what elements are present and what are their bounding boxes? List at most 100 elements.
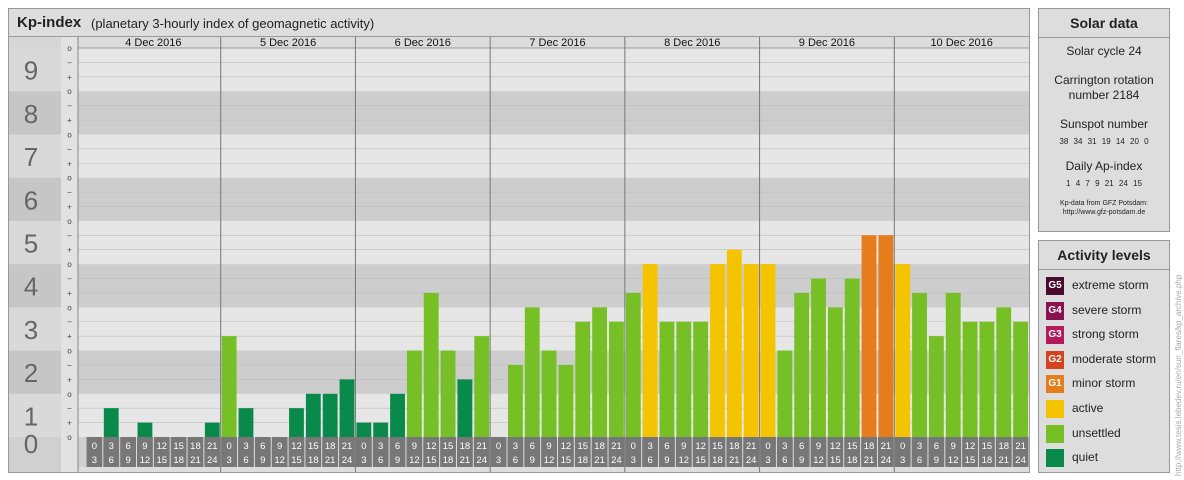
kp-band [78,91,1029,135]
interval-start-label: 18 [864,441,875,452]
interval-start-label: 0 [92,441,97,452]
interval-box [675,437,692,467]
interval-box [221,437,238,467]
interval-box [187,437,204,467]
interval-start-label: 15 [308,441,319,452]
kp-bar [558,364,574,437]
interval-end-label: 24 [342,455,353,466]
source-watermark: http://www.tesis.lebedev.ru/en/sun_flare… [1174,274,1183,476]
interval-box [911,437,928,467]
minor-tick-label: + [67,159,72,168]
interval-box [137,437,153,467]
activity-level-unsettled: unsettled [1039,422,1169,447]
interval-end-label: 18 [982,455,993,466]
kp-bar [912,292,927,437]
interval-box [238,437,254,467]
minor-tick-label: − [67,145,72,154]
kp-band [78,134,1029,178]
interval-box [524,437,541,467]
y-tick-label: 7 [24,142,38,172]
interval-box [793,437,810,467]
interval-end-label: 21 [998,455,1009,466]
minor-tick-label: + [67,419,72,428]
kp-bar [1013,321,1028,437]
carrington-line-1: Carrington rotation [1054,73,1154,87]
interval-box [844,437,861,467]
interval-end-label: 9 [530,455,535,466]
ap-index-title: Daily Ap-index [1065,159,1143,173]
interval-start-label: 3 [243,441,248,452]
activity-level-label: severe storm [1072,302,1142,317]
interval-end-label: 6 [782,455,787,466]
interval-start-label: 6 [260,441,265,452]
minor-tick-label: − [67,404,72,413]
interval-box [642,437,659,467]
interval-end-label: 15 [156,455,167,466]
interval-box [339,437,355,467]
minor-tick-label: + [67,246,72,255]
activity-level-swatch [1046,424,1064,443]
minor-tick-label: − [67,58,72,67]
kp-bar [289,408,304,437]
y-tick-label: 9 [24,56,38,86]
minor-tick-label: + [67,332,72,341]
interval-end-label: 3 [92,455,97,466]
interval-end-label: 24 [611,455,622,466]
y-tick-label: 4 [24,272,38,302]
kp-bar [440,350,456,437]
activity-levels-title: Activity levels [1039,241,1169,270]
activity-level-swatch: G2 [1046,350,1064,369]
interval-box [473,437,490,467]
interval-box [86,437,103,467]
day-label: 7 Dec 2016 [529,37,585,49]
interval-end-label: 9 [799,455,804,466]
day-label: 6 Dec 2016 [395,37,451,49]
kp-bar [811,278,826,437]
interval-box [153,437,170,467]
kp-bar [137,422,153,437]
interval-start-label: 12 [426,441,437,452]
interval-box [389,437,406,467]
interval-end-label: 12 [679,455,690,466]
minor-tick-label: − [67,188,72,197]
interval-box [170,437,187,467]
kp-bar [423,292,439,437]
kp-bar [642,264,658,437]
y-tick-label: 2 [24,358,38,388]
interval-start-label: 9 [951,441,956,452]
data-source-link[interactable]: http://www.gfz-potsdam.de [1062,209,1146,216]
interval-start-label: 12 [965,441,976,452]
interval-end-label: 12 [544,455,555,466]
interval-end-label: 18 [847,455,858,466]
minor-tick-label: o [67,217,72,226]
interval-start-label: 6 [799,441,804,452]
interval-start-label: 12 [291,441,302,452]
kp-bar [625,292,641,437]
kp-bar [339,379,355,437]
interval-box [423,437,440,467]
kp-bar [878,235,894,437]
interval-start-label: 0 [361,441,366,452]
minor-tick-label: o [67,87,72,96]
interval-end-label: 21 [729,455,740,466]
activity-level-severe-storm: G4 severe storm [1039,299,1169,324]
interval-start-label: 21 [1015,441,1026,452]
kp-bar [390,393,405,437]
sunspot-title: Sunspot number [1059,117,1149,131]
day-label: 5 Dec 2016 [260,37,316,49]
interval-end-label: 18 [577,455,588,466]
interval-end-label: 6 [513,455,518,466]
interval-gutter [78,437,86,467]
interval-box [692,437,709,467]
kp-bar [726,249,742,437]
activity-level-strong-storm: G3 strong storm [1039,323,1169,348]
interval-start-label: 6 [934,441,939,452]
interval-box [810,437,827,467]
interval-end-label: 15 [426,455,437,466]
minor-tick-label: o [67,303,72,312]
minor-tick-label: − [67,102,72,111]
interval-start-label: 21 [611,441,622,452]
kp-bar [659,321,675,437]
kp-bar [507,364,523,437]
interval-end-label: 15 [965,455,976,466]
